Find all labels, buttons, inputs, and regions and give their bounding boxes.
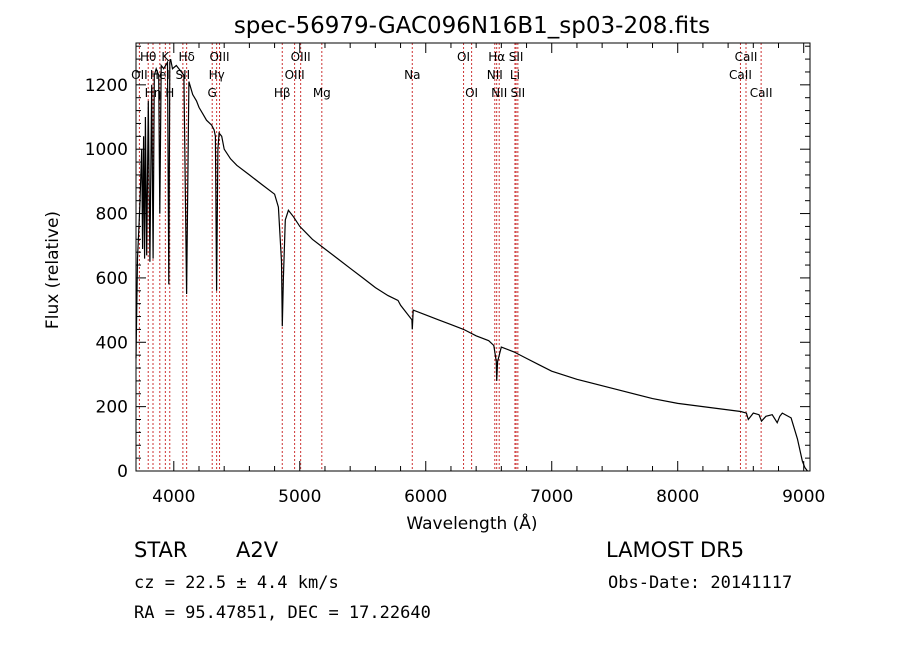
line-marker-label-20: NII bbox=[491, 86, 507, 100]
x-axis-label: Wavelength (Å) bbox=[406, 512, 537, 534]
y-axis-label: Flux (relative) bbox=[43, 211, 63, 329]
line-marker-label-14: Mg bbox=[313, 86, 331, 100]
chart-title: spec-56979-GAC096N16B1_sp03-208.fits bbox=[234, 13, 710, 39]
line-marker-label-16: OI bbox=[457, 50, 470, 64]
line-marker-label-21: SII bbox=[509, 50, 524, 64]
line-marker-label-17: OI bbox=[465, 86, 478, 100]
y-tick-label: 1200 bbox=[85, 76, 128, 96]
line-marker-label-9: Hγ bbox=[209, 68, 225, 82]
line-marker-label-2: Hη bbox=[145, 86, 162, 100]
line-marker-label-1: OII bbox=[131, 68, 148, 82]
line-markers bbox=[138, 43, 762, 471]
line-marker-label-0: Hθ bbox=[140, 50, 156, 64]
y-axis: 0 200 400 600 800 1000 1200 bbox=[85, 45, 810, 482]
line-marker-label-13: OIII bbox=[285, 68, 305, 82]
y-tick-label: 800 bbox=[96, 205, 128, 225]
observation-date: Obs-Date: 20141117 bbox=[608, 573, 793, 593]
x-axis: 4000 5000 6000 7000 8000 9000 bbox=[152, 43, 825, 507]
line-marker-label-11: Hβ bbox=[274, 86, 291, 100]
x-tick-label: 8000 bbox=[656, 487, 699, 507]
x-tick-label: 4000 bbox=[152, 487, 195, 507]
line-marker-label-8: OIII bbox=[209, 50, 229, 64]
y-tick-label: 0 bbox=[117, 462, 128, 482]
plot-frame bbox=[135, 42, 811, 472]
object-class: STAR bbox=[134, 538, 188, 562]
y-tick-label: 600 bbox=[96, 269, 128, 289]
redshift-readout: cz = 22.5 ± 4.4 km/s bbox=[134, 573, 339, 593]
y-tick-label: 400 bbox=[96, 333, 128, 353]
y-tick-label: 200 bbox=[96, 398, 128, 418]
line-marker-label-22: Li bbox=[510, 68, 520, 82]
line-marker-label-26: CaII bbox=[750, 86, 773, 100]
line-marker-label-25: CaII bbox=[729, 68, 752, 82]
x-tick-label: 5000 bbox=[278, 487, 321, 507]
coordinates-readout: RA = 95.47851, DEC = 17.22640 bbox=[134, 603, 431, 623]
x-tick-label: 7000 bbox=[530, 487, 573, 507]
line-marker-label-3: HeI bbox=[150, 68, 170, 82]
object-subclass: A2V bbox=[236, 538, 279, 562]
line-marker-label-4: K bbox=[161, 50, 170, 64]
line-marker-label-7: SII bbox=[176, 68, 191, 82]
line-marker-label-24: CaII bbox=[735, 50, 758, 64]
survey-name: LAMOST DR5 bbox=[606, 538, 745, 562]
line-marker-label-18: Hα bbox=[488, 50, 505, 64]
line-marker-label-6: Hδ bbox=[178, 50, 194, 64]
line-marker-label-10: G bbox=[208, 86, 217, 100]
line-marker-label-15: Na bbox=[404, 68, 420, 82]
y-tick-label: 1000 bbox=[85, 140, 128, 160]
line-marker-label-19: NII bbox=[487, 68, 503, 82]
x-tick-label: 9000 bbox=[782, 487, 825, 507]
spectrum-line bbox=[135, 58, 808, 472]
x-tick-label: 6000 bbox=[404, 487, 447, 507]
line-marker-label-12: OIII bbox=[291, 50, 311, 64]
line-marker-label-23: SII bbox=[510, 86, 525, 100]
